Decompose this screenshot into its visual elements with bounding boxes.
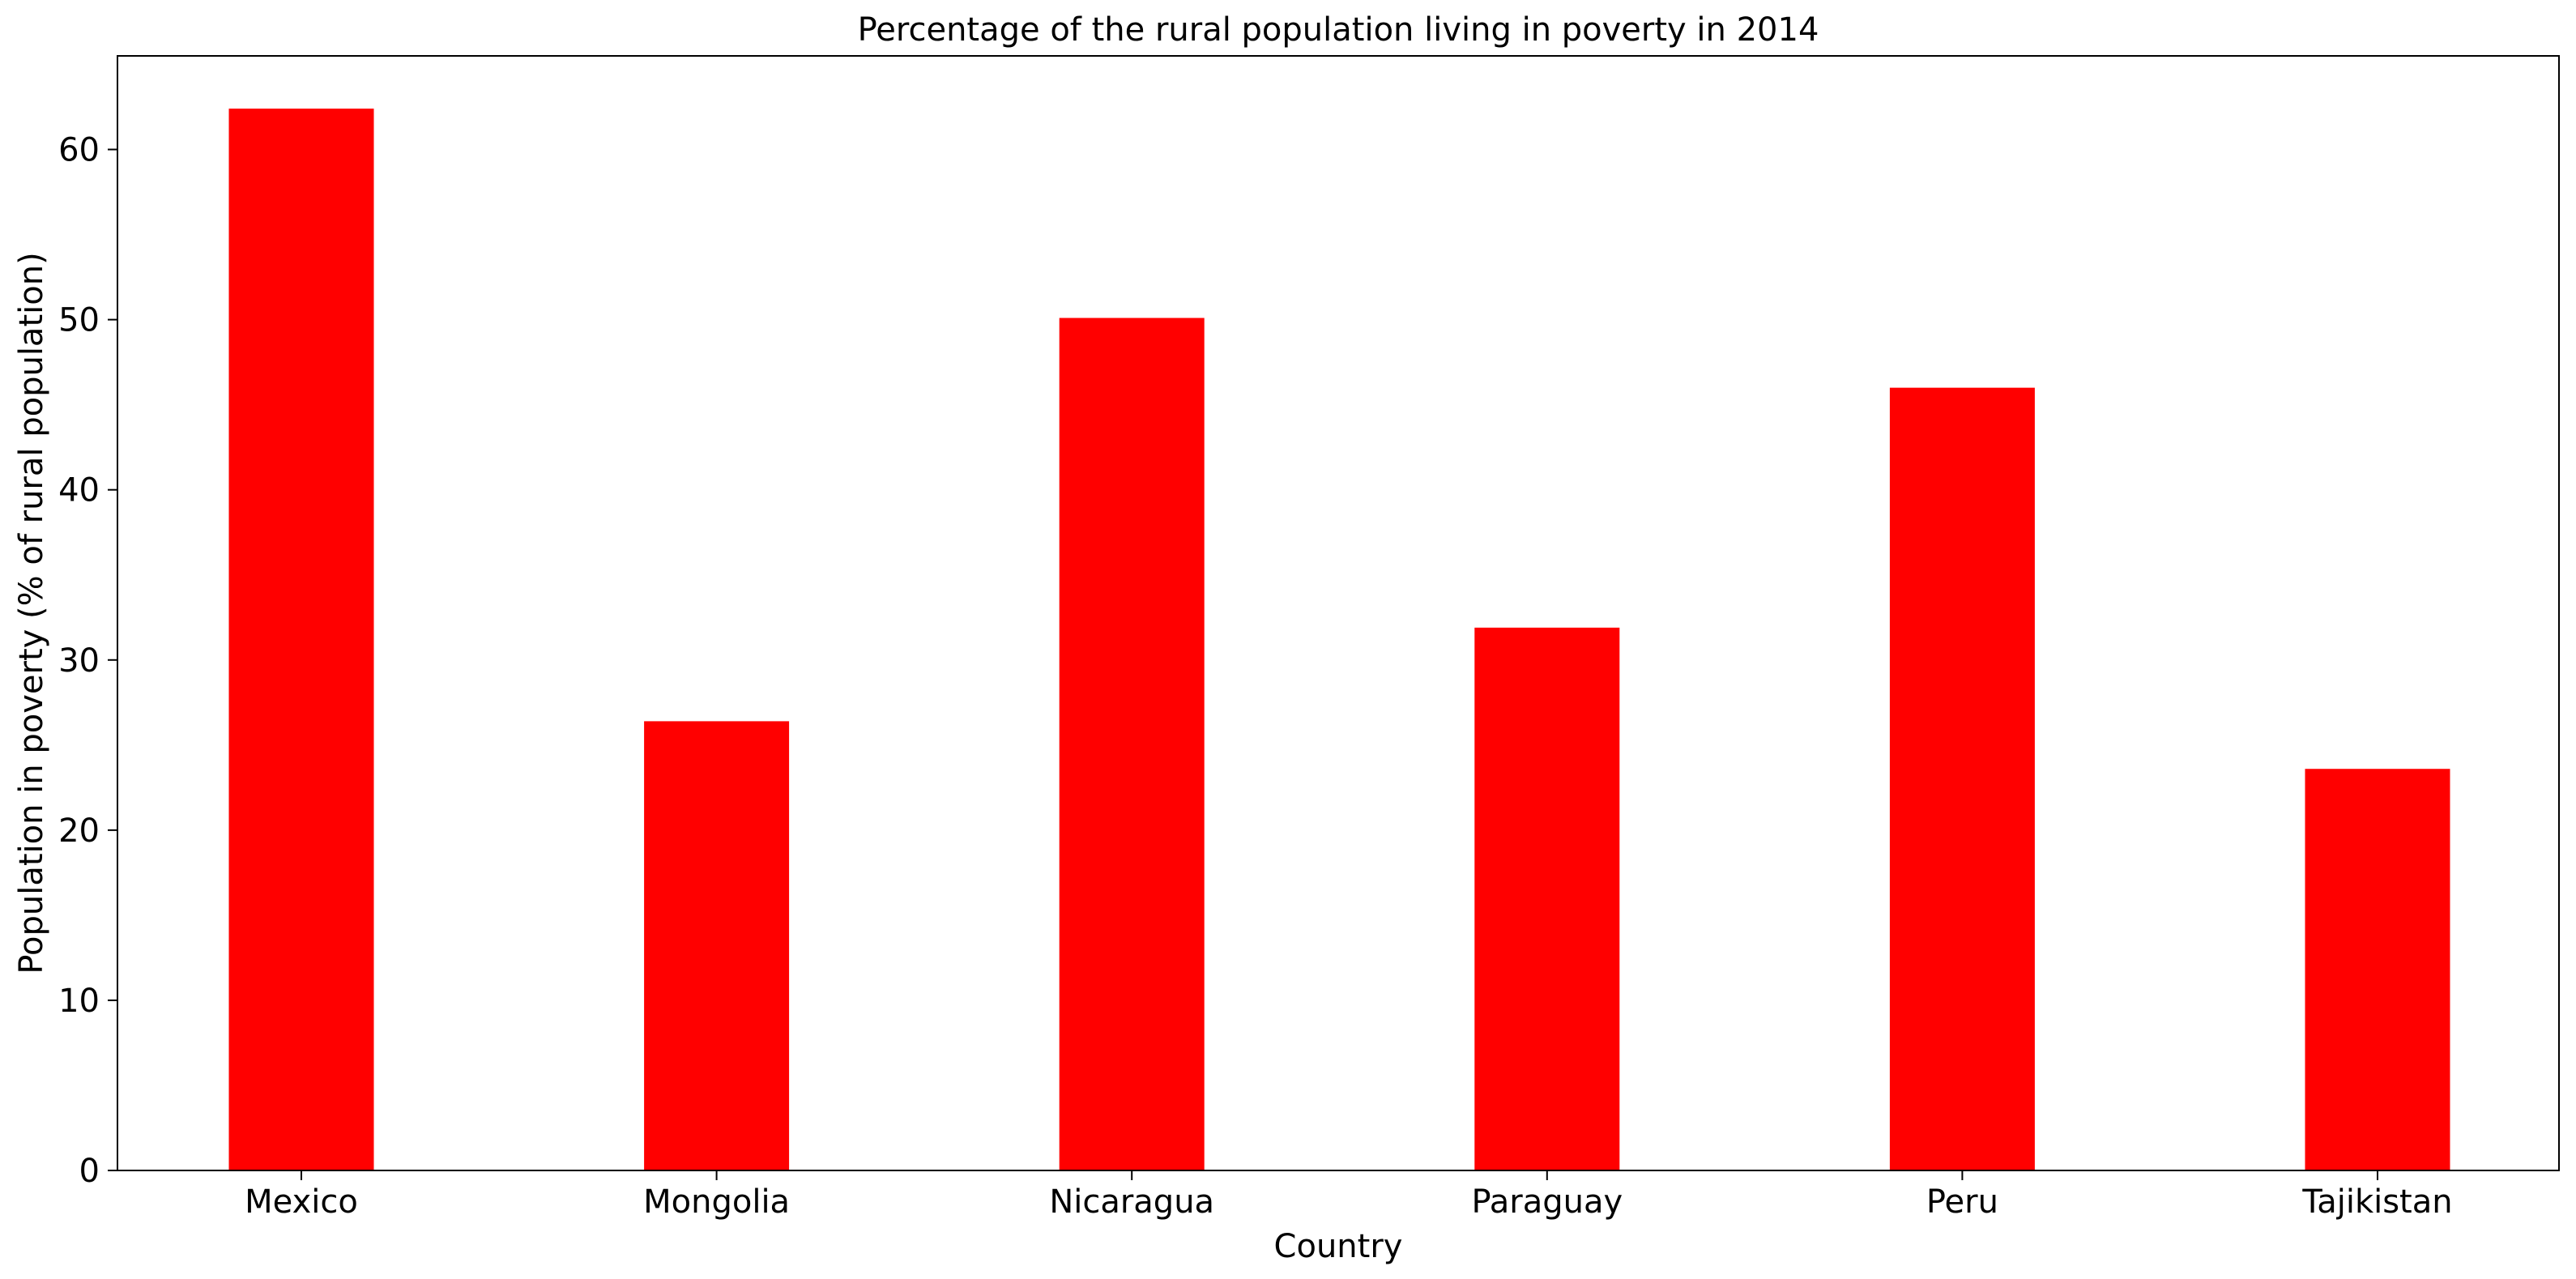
plot-frame <box>117 55 2560 1171</box>
x-tick-label-paraguay: Paraguay <box>1471 1183 1623 1221</box>
x-axis-title: Country <box>1274 1228 1403 1265</box>
bar-tajikistan <box>2305 769 2450 1170</box>
chart-title: Percentage of the rural population livin… <box>858 11 1819 49</box>
x-tick-label-nicaragua: Nicaragua <box>1049 1183 1214 1221</box>
y-axis-title: Population in poverty (% of rural popula… <box>13 252 50 974</box>
bar-mexico <box>228 109 374 1170</box>
bar-mongolia <box>644 721 790 1170</box>
y-tick-label-60: 60 <box>58 132 100 169</box>
bar-paraguay <box>1474 627 1620 1170</box>
y-tick-label-20: 20 <box>58 812 100 850</box>
x-tick-label-mexico: Mexico <box>245 1183 358 1221</box>
y-tick-label-50: 50 <box>58 302 100 339</box>
bars-group <box>228 109 2450 1170</box>
x-tick-label-peru: Peru <box>1926 1183 1998 1221</box>
bar-nicaragua <box>1059 318 1205 1170</box>
y-tick-label-10: 10 <box>58 983 100 1020</box>
x-tick-label-mongolia: Mongolia <box>643 1183 790 1221</box>
y-tick-label-0: 0 <box>79 1153 100 1190</box>
y-tick-label-30: 30 <box>58 642 100 680</box>
x-tick-label-tajikistan: Tajikistan <box>2301 1183 2452 1221</box>
y-tick-label-40: 40 <box>58 472 100 509</box>
bar-peru <box>1889 387 2035 1170</box>
y-axis: 0 10 20 30 40 50 60 <box>58 132 117 1190</box>
x-axis: Mexico Mongolia Nicaragua Paraguay Peru Tajik… <box>245 1170 2453 1221</box>
